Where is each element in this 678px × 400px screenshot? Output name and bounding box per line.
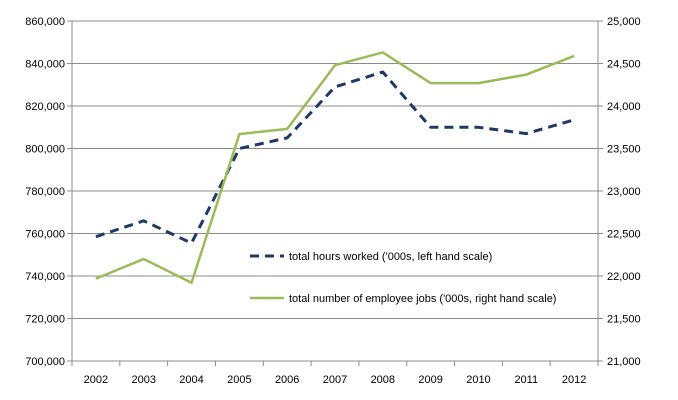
x-tick-label: 2012 [562,374,586,386]
right-tick-label: 21,000 [607,356,641,368]
right-tick-label: 24,500 [607,59,641,71]
right-tick-label: 23,500 [607,144,641,156]
x-tick-label: 2007 [323,374,347,386]
x-tick-label: 2003 [131,374,155,386]
series-layer [95,51,575,285]
series-line-hours-worked [95,70,575,245]
x-tick-label: 2004 [179,374,203,386]
gridlines [72,20,598,362]
legend-item-hours: total hours worked ('000s, left hand sca… [250,251,492,263]
x-axis-ticks: 2002 2003 2004 2005 2006 2007 2008 2009 2010 2011… [71,361,599,386]
x-tick-label: 2002 [84,374,108,386]
left-tick-label: 860,000 [25,16,65,28]
x-tick-label: 2005 [227,374,251,386]
series-line-employee-jobs [95,51,575,285]
legend-label-hours: total hours worked ('000s, left hand sca… [289,251,492,263]
x-tick-label: 2008 [371,374,395,386]
left-tick-label: 840,000 [25,59,65,71]
left-tick-label: 800,000 [25,144,65,156]
legend-label-jobs: total number of employee jobs ('000s, ri… [289,293,556,305]
left-axis-ticks: 700,000 720,000 740,000 760,000 780,000 800,0… [25,16,72,368]
x-tick-label: 2006 [275,374,299,386]
legend: total hours worked ('000s, left hand sca… [250,251,556,305]
right-tick-label: 23,000 [607,186,641,198]
right-tick-label: 25,000 [607,16,641,28]
legend-item-jobs: total number of employee jobs ('000s, ri… [250,293,556,305]
right-tick-label: 22,500 [607,229,641,241]
right-axis-ticks: 21,000 21,500 22,000 22,500 23,000 23,500 24,0… [598,16,641,368]
right-tick-label: 22,000 [607,271,641,283]
left-tick-label: 820,000 [25,101,65,113]
x-tick-label: 2010 [466,374,490,386]
left-tick-label: 760,000 [25,229,65,241]
right-tick-label: 21,500 [607,314,641,326]
left-tick-label: 700,000 [25,356,65,368]
left-tick-label: 720,000 [25,314,65,326]
x-tick-label: 2009 [418,374,442,386]
left-tick-label: 740,000 [25,271,65,283]
right-tick-label: 24,000 [607,101,641,113]
x-tick-label: 2011 [514,374,538,386]
left-tick-label: 780,000 [25,186,65,198]
